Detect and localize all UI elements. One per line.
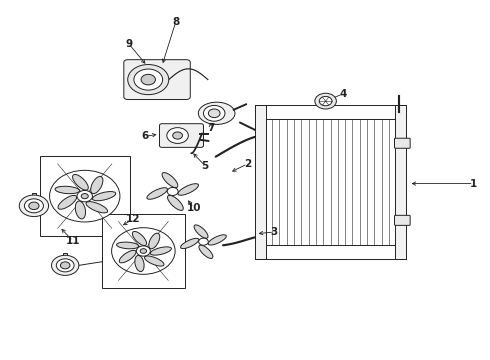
Circle shape xyxy=(203,105,225,121)
Circle shape xyxy=(319,96,332,106)
Ellipse shape xyxy=(93,192,116,201)
Circle shape xyxy=(140,249,147,253)
Text: 3: 3 xyxy=(270,227,278,237)
Text: 2: 2 xyxy=(244,159,251,169)
Circle shape xyxy=(208,109,220,118)
Bar xyxy=(63,253,67,257)
Text: 11: 11 xyxy=(66,236,80,246)
Text: 10: 10 xyxy=(187,203,201,213)
Ellipse shape xyxy=(55,186,79,194)
Ellipse shape xyxy=(198,102,235,125)
Ellipse shape xyxy=(181,238,199,249)
FancyBboxPatch shape xyxy=(394,138,410,148)
Ellipse shape xyxy=(168,195,183,210)
Bar xyxy=(255,105,266,259)
Ellipse shape xyxy=(75,201,86,219)
Ellipse shape xyxy=(178,184,198,195)
Ellipse shape xyxy=(150,247,172,255)
Ellipse shape xyxy=(147,188,168,199)
Text: 8: 8 xyxy=(172,17,179,27)
Text: 9: 9 xyxy=(125,39,132,49)
Circle shape xyxy=(198,238,208,245)
Text: 5: 5 xyxy=(201,161,209,171)
Circle shape xyxy=(315,93,336,109)
Ellipse shape xyxy=(73,175,88,190)
Bar xyxy=(102,214,185,288)
Ellipse shape xyxy=(119,250,136,263)
Circle shape xyxy=(19,195,49,217)
Ellipse shape xyxy=(117,242,139,249)
Bar xyxy=(40,156,130,237)
Circle shape xyxy=(167,188,178,195)
FancyBboxPatch shape xyxy=(124,60,190,99)
Text: 1: 1 xyxy=(470,179,477,189)
Circle shape xyxy=(167,128,188,143)
FancyBboxPatch shape xyxy=(394,215,410,225)
Circle shape xyxy=(128,64,169,95)
Text: 12: 12 xyxy=(125,215,140,224)
Text: 6: 6 xyxy=(142,131,149,141)
Text: 7: 7 xyxy=(207,123,215,133)
Circle shape xyxy=(81,194,88,199)
Ellipse shape xyxy=(132,231,147,246)
Ellipse shape xyxy=(162,172,178,188)
Circle shape xyxy=(49,170,120,222)
FancyBboxPatch shape xyxy=(159,124,203,147)
Circle shape xyxy=(134,69,163,90)
Circle shape xyxy=(77,190,93,202)
Circle shape xyxy=(56,259,74,272)
Circle shape xyxy=(24,199,44,213)
Ellipse shape xyxy=(149,233,160,249)
Circle shape xyxy=(29,202,39,210)
Circle shape xyxy=(172,132,182,139)
Text: 4: 4 xyxy=(339,89,346,99)
Ellipse shape xyxy=(91,176,103,194)
Bar xyxy=(32,193,36,197)
Circle shape xyxy=(51,255,79,275)
Ellipse shape xyxy=(86,202,108,213)
Circle shape xyxy=(112,228,175,274)
Ellipse shape xyxy=(58,195,76,209)
Ellipse shape xyxy=(135,255,144,271)
Circle shape xyxy=(136,246,150,256)
Bar xyxy=(395,105,406,259)
Ellipse shape xyxy=(208,235,226,245)
Ellipse shape xyxy=(199,245,213,258)
Ellipse shape xyxy=(194,225,208,238)
Circle shape xyxy=(141,74,155,85)
Ellipse shape xyxy=(145,256,164,266)
Circle shape xyxy=(60,262,70,269)
Bar xyxy=(265,119,396,244)
